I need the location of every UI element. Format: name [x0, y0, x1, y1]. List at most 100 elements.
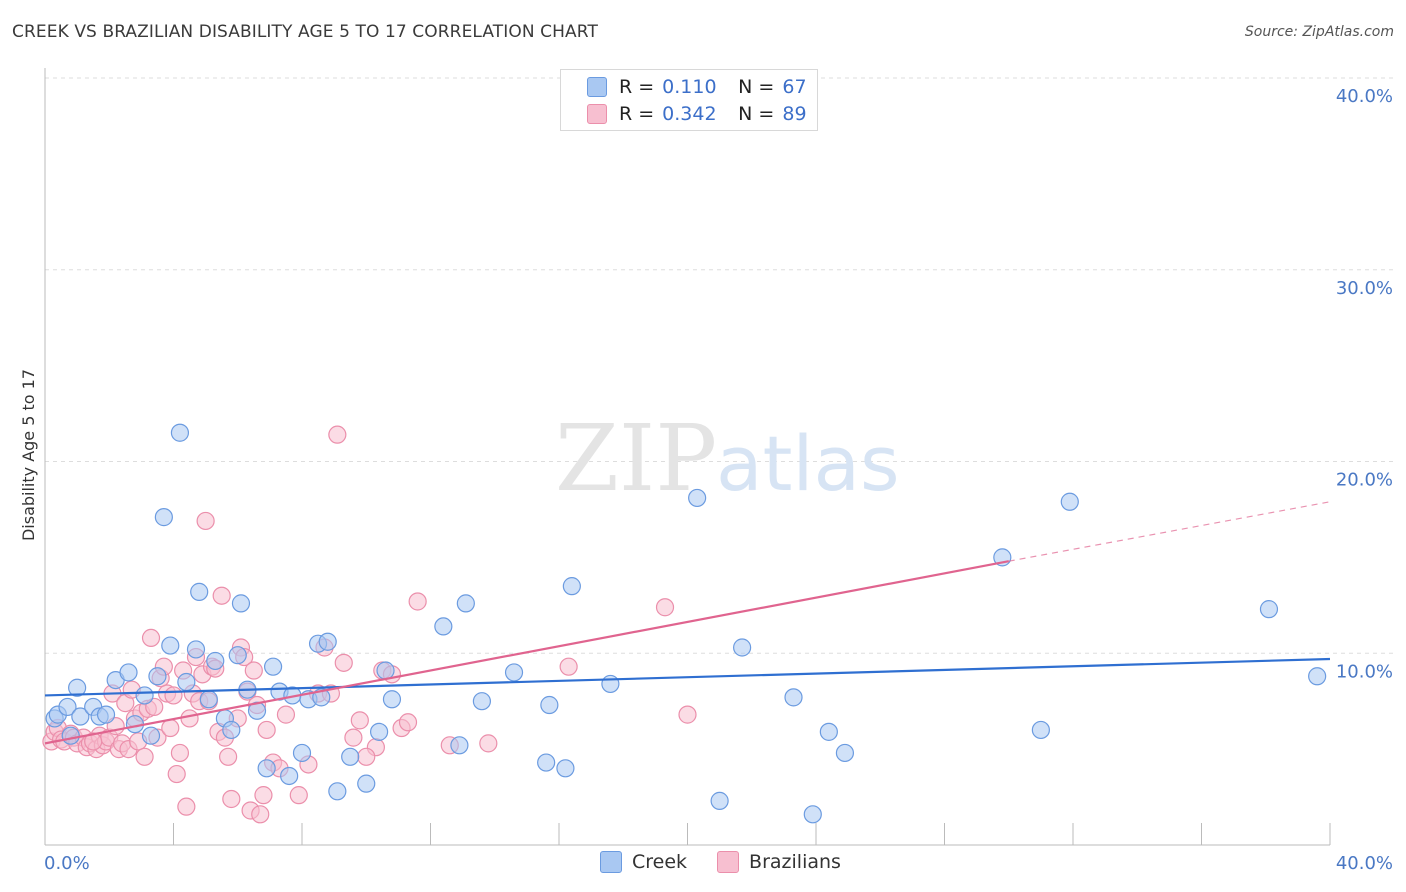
creek-point — [357, 774, 376, 793]
creek-point — [318, 632, 337, 651]
creek-point — [231, 594, 251, 613]
creek-point — [562, 577, 581, 596]
brazilians-point — [219, 747, 238, 766]
watermark-atlas: atlas — [716, 419, 900, 508]
brazilians-point — [334, 653, 353, 672]
legend-n-value: 67 — [782, 76, 807, 98]
legend-n-value: 89 — [782, 103, 807, 125]
brazilians-point — [212, 586, 231, 605]
legend-brazilians-label: Brazilians — [749, 851, 841, 873]
creek-point — [328, 782, 347, 801]
y-tick-label: 30.0% — [1336, 278, 1393, 299]
creek-point — [537, 753, 556, 772]
creek-point — [71, 707, 90, 726]
creek-point — [1031, 720, 1050, 740]
creek-point — [803, 805, 822, 824]
legend-row-creek: R = 0.110 N = 67 — [561, 74, 807, 100]
creek-point — [141, 726, 161, 745]
brazilians-point — [328, 425, 347, 444]
creek-point — [540, 695, 559, 715]
creek-swatch — [600, 851, 622, 873]
creek-point — [434, 617, 453, 636]
creek-point — [58, 697, 77, 717]
brazilians-point — [196, 511, 215, 531]
legend-row-brazilians: R = 0.342 N = 89 — [561, 101, 807, 127]
creek-point — [1308, 667, 1327, 686]
creek-point — [688, 488, 707, 508]
creek-points — [45, 423, 1327, 824]
legend-n-label: N = — [738, 103, 775, 125]
brazilians-point — [276, 705, 296, 724]
brazilians-point — [135, 747, 154, 766]
creek-point — [96, 705, 116, 724]
creek-point — [280, 766, 299, 786]
creek-point — [504, 663, 524, 682]
brazilians-point — [254, 786, 273, 805]
brazilians-point — [678, 705, 697, 724]
brazilians-point — [559, 657, 578, 676]
y-tick-label: 20.0% — [1336, 470, 1393, 491]
creek-point — [1259, 600, 1279, 619]
creek-point — [819, 722, 838, 741]
creek-point — [257, 759, 276, 778]
brazilians-point — [84, 732, 103, 751]
creek-point — [341, 747, 360, 766]
creek-point — [312, 688, 331, 707]
creek-point — [177, 672, 196, 692]
creek-point — [263, 657, 283, 676]
brazilians-point — [350, 711, 369, 730]
brazilians-point — [222, 789, 241, 809]
creek-point — [135, 686, 154, 705]
grid-lines — [45, 77, 1395, 654]
creek-point — [206, 651, 225, 671]
legend-r-value: 0.342 — [662, 103, 717, 125]
brazilians-swatch — [587, 104, 607, 124]
legend-r-label: R = — [619, 103, 655, 125]
creek-point — [161, 636, 180, 655]
x-tick-label: 40.0% — [1336, 853, 1393, 874]
creek-point — [472, 692, 491, 711]
creek-point — [450, 736, 469, 755]
x-tick-label: 0.0% — [44, 853, 90, 874]
creek-point — [835, 743, 855, 763]
creek-point — [556, 759, 575, 778]
creek-point — [370, 722, 389, 741]
legend-r-label: R = — [619, 76, 655, 98]
creek-point — [784, 688, 803, 707]
creek-point — [199, 690, 218, 709]
creek-point — [382, 690, 402, 709]
brazilians-point — [170, 743, 190, 763]
chart-title: CREEK VS BRAZILIAN DISABILITY AGE 5 TO 1… — [12, 22, 598, 42]
brazilians-point — [167, 764, 186, 784]
brazilians-point — [161, 718, 180, 738]
brazilians-trend-line — [44, 560, 1009, 745]
creek-point — [733, 638, 752, 657]
series-legend: Creek Brazilians — [600, 851, 871, 873]
brazilians-point — [257, 720, 276, 740]
y-tick-label: 40.0% — [1336, 86, 1393, 107]
brazilians-point — [655, 598, 675, 617]
creek-point — [148, 667, 167, 686]
creek-point — [456, 594, 475, 613]
trend-lines — [44, 501, 1331, 745]
brazilians-point — [180, 709, 199, 728]
creek-point — [376, 661, 395, 680]
y-tick-label: 10.0% — [1336, 661, 1393, 682]
creek-point — [170, 423, 190, 442]
creek-point — [186, 640, 206, 659]
legend-r-value: 0.110 — [662, 76, 717, 98]
brazilians-point — [141, 628, 161, 648]
brazilians-point — [289, 786, 308, 805]
creek-point — [601, 674, 620, 694]
correlation-legend: R = 0.110 N = 67 R = 0.342 N = 89 — [560, 69, 818, 131]
brazilians-point — [344, 728, 363, 747]
legend-creek-label: Creek — [632, 851, 688, 873]
creek-point — [61, 726, 80, 745]
legend-item-brazilians: Brazilians — [717, 851, 841, 873]
axes: 10.0% 20.0% 30.0% 40.0% 0.0% 40.0% — [44, 68, 1393, 874]
creek-point — [190, 582, 209, 601]
creek-point — [119, 663, 138, 682]
brazilians-point — [357, 747, 376, 766]
creek-point — [710, 791, 729, 810]
